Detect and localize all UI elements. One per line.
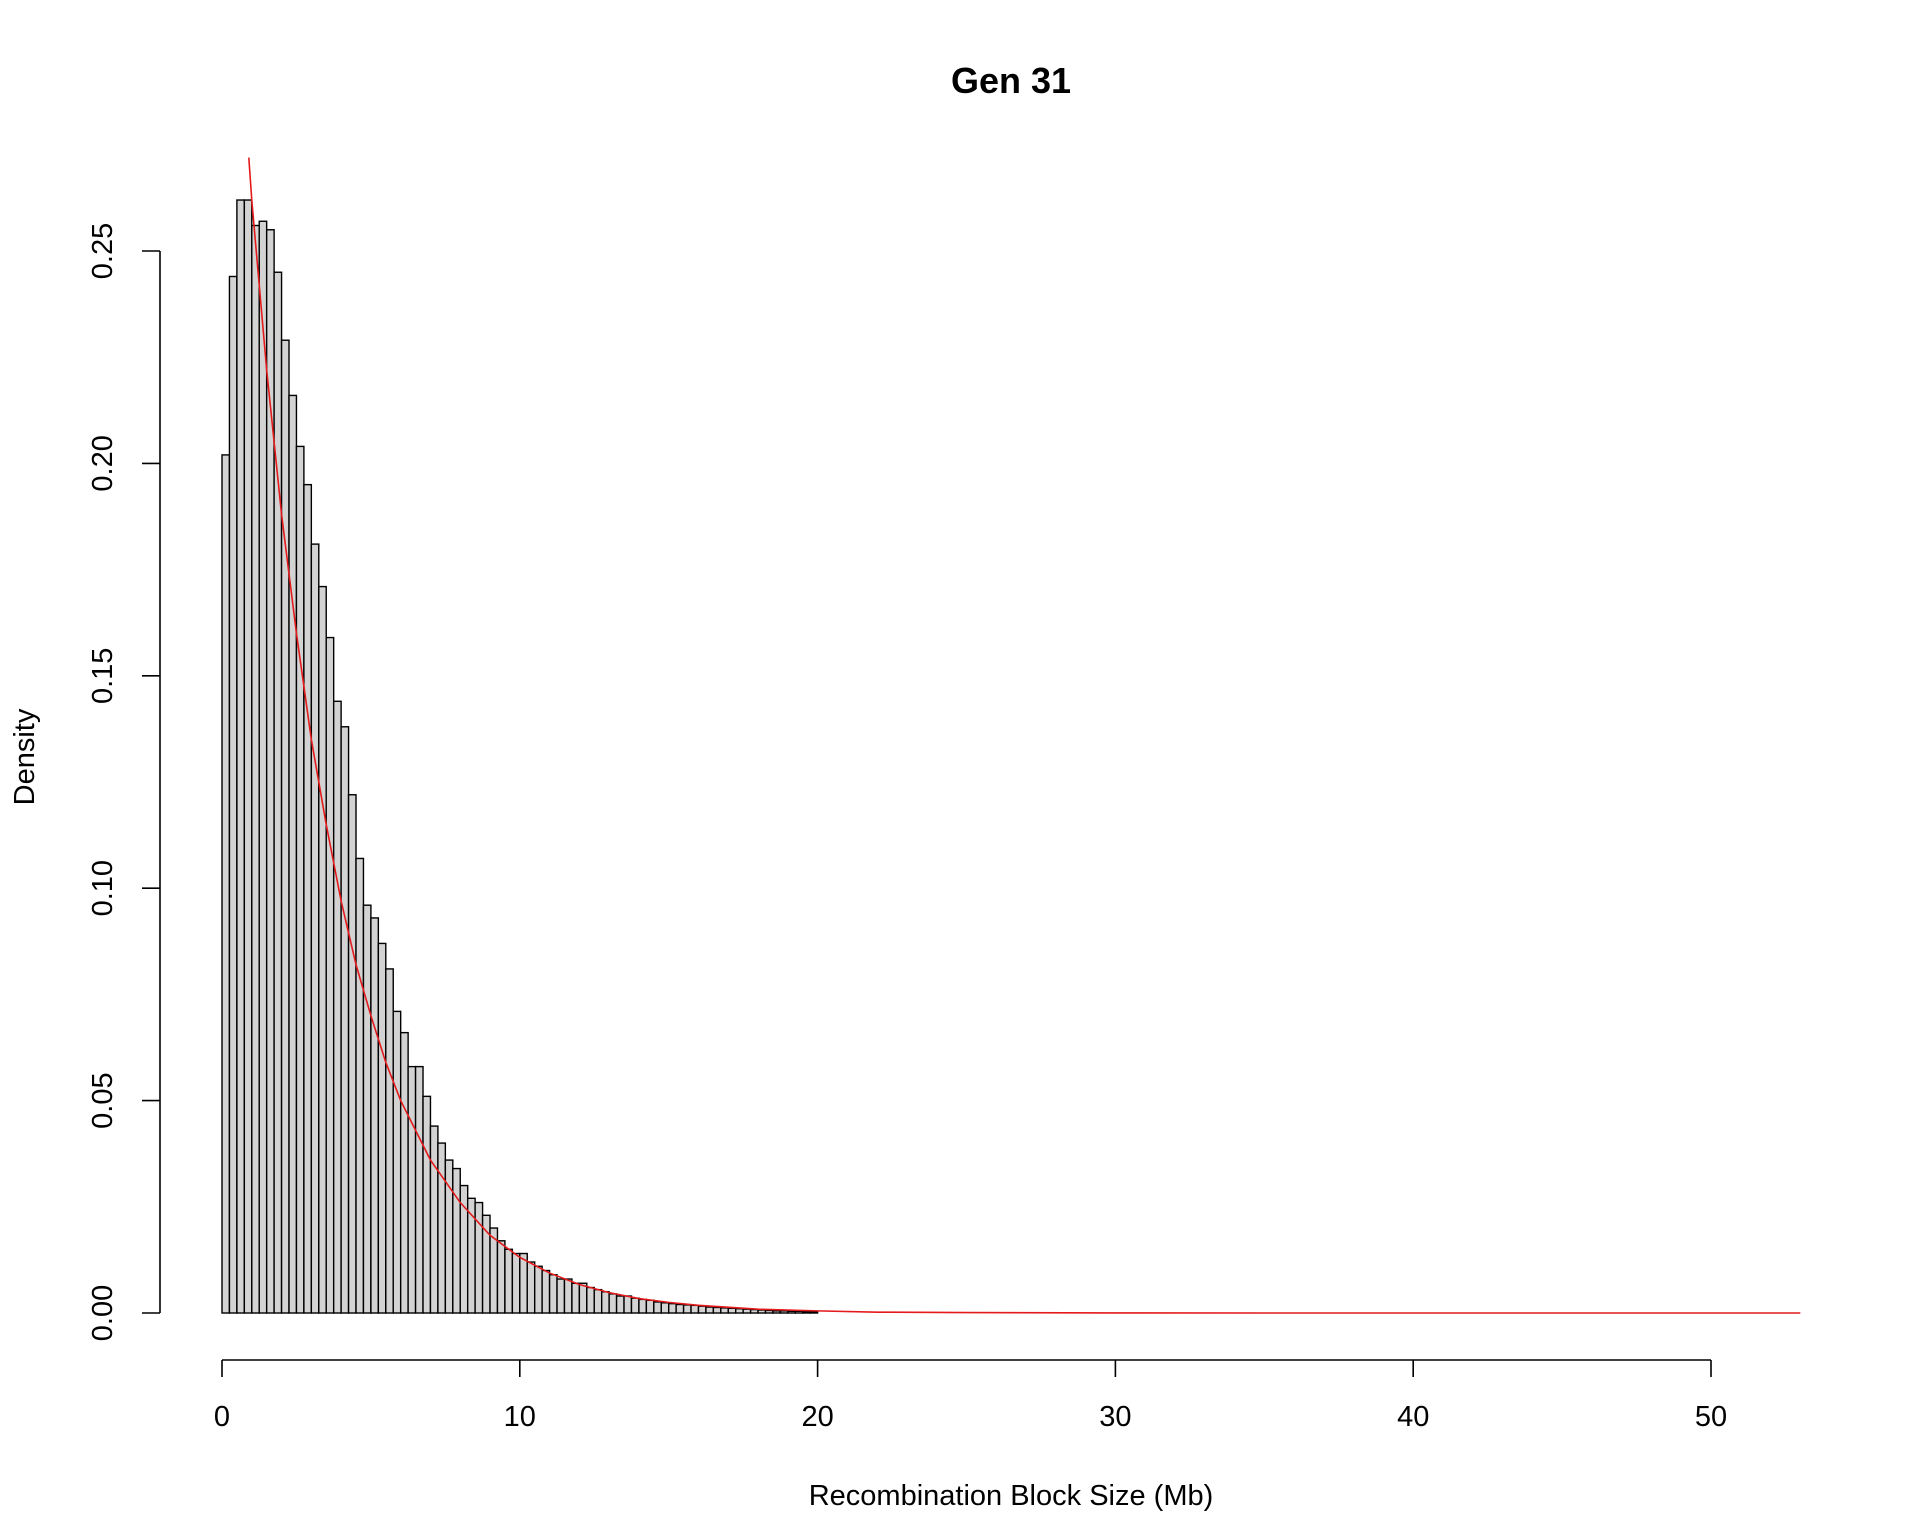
- histogram-bar: [228, 275, 238, 1314]
- histogram-bar: [615, 1295, 625, 1314]
- histogram-bar: [273, 271, 283, 1314]
- histogram-bar: [653, 1301, 662, 1314]
- histogram-bar: [452, 1167, 461, 1314]
- histogram-bar: [399, 1031, 409, 1314]
- x-tick-label: 0: [214, 1401, 230, 1433]
- histogram-bar: [280, 339, 290, 1314]
- histogram-bar: [690, 1304, 700, 1314]
- histogram-bar: [429, 1125, 439, 1314]
- histogram-bar: [735, 1308, 744, 1314]
- histogram-bar: [608, 1293, 618, 1314]
- histogram-bar: [541, 1269, 551, 1314]
- histogram-bar: [392, 1010, 402, 1314]
- histogram-bar: [712, 1306, 722, 1314]
- histogram-bar: [697, 1305, 707, 1314]
- fitted-curve: [248, 157, 1801, 1314]
- histogram-bar: [779, 1310, 789, 1314]
- histogram-bar: [258, 220, 268, 1314]
- x-axis-title: Recombination Block Size (Mb): [809, 1480, 1214, 1512]
- x-tick-label: 30: [1099, 1401, 1131, 1433]
- histogram-bar: [377, 942, 387, 1314]
- histogram-bar: [310, 543, 320, 1314]
- histogram-bar: [251, 224, 260, 1314]
- histogram-bar: [407, 1065, 417, 1314]
- histogram-bar: [772, 1310, 782, 1314]
- histogram-bar: [340, 726, 350, 1314]
- histogram-bar: [347, 794, 357, 1314]
- histogram-bars: [221, 199, 819, 1314]
- histogram-bar: [355, 857, 365, 1314]
- y-tick-label: 0.25: [87, 223, 119, 279]
- histogram-bar: [414, 1065, 424, 1314]
- y-axis-title: Density: [9, 708, 41, 805]
- x-tick-label: 50: [1695, 1401, 1727, 1433]
- histogram-bar: [675, 1303, 685, 1314]
- histogram-bar: [318, 585, 327, 1314]
- y-tick-label: 0.05: [87, 1072, 119, 1128]
- histogram-bar: [437, 1142, 447, 1314]
- histogram-bar: [727, 1307, 737, 1314]
- histogram-bar: [682, 1304, 692, 1314]
- histogram-bar: [794, 1310, 804, 1314]
- histogram-bar: [705, 1306, 715, 1314]
- y-axis: 0.00 0.05 0.10 0.15 0.20 0.25: [87, 223, 161, 1341]
- y-tick-label: 0.10: [87, 860, 119, 916]
- histogram-bar: [526, 1261, 536, 1314]
- x-tick-label: 20: [801, 1401, 833, 1433]
- histogram-bar: [600, 1291, 610, 1314]
- histogram-bar: [422, 1095, 432, 1314]
- histogram-bar: [265, 229, 275, 1314]
- histogram-bar: [511, 1252, 521, 1314]
- histogram-bar: [504, 1248, 514, 1314]
- histogram-bar: [236, 199, 246, 1314]
- histogram-bar: [332, 700, 342, 1314]
- histogram-bar: [519, 1252, 528, 1314]
- histogram-bar: [481, 1214, 491, 1314]
- histogram-bar: [623, 1295, 633, 1314]
- histogram-bar: [370, 917, 380, 1314]
- histogram-bar: [630, 1297, 640, 1314]
- histogram-bar: [749, 1308, 759, 1314]
- histogram-bar: [362, 904, 372, 1314]
- histogram-bar: [764, 1309, 774, 1314]
- histogram-bar: [563, 1278, 573, 1314]
- histogram-bar: [496, 1240, 506, 1314]
- histogram-bar: [303, 483, 313, 1314]
- histogram-bar: [533, 1265, 543, 1314]
- histogram-bar: [571, 1282, 581, 1314]
- histogram-bar: [243, 199, 253, 1314]
- histogram-bar: [221, 454, 231, 1314]
- histogram-bar: [586, 1286, 595, 1314]
- histogram-bar: [385, 968, 394, 1314]
- histogram-bar: [720, 1307, 729, 1314]
- histogram-bar: [325, 636, 335, 1314]
- histogram-bar: [809, 1311, 819, 1314]
- histogram-bar: [660, 1302, 670, 1314]
- histogram-bar: [295, 445, 305, 1314]
- histogram-bar: [802, 1311, 811, 1314]
- y-tick-label: 0.00: [87, 1285, 119, 1341]
- histogram-bar: [288, 394, 298, 1314]
- histogram-bar: [593, 1288, 603, 1314]
- chart-title: Gen 31: [951, 60, 1071, 101]
- y-tick-label: 0.20: [87, 435, 119, 491]
- histogram-bar: [787, 1310, 796, 1314]
- histogram-bar: [556, 1278, 566, 1314]
- y-tick-label: 0.15: [87, 648, 119, 704]
- histogram-bar: [578, 1282, 588, 1314]
- x-axis: 0 10 20 30 40 50: [214, 1359, 1727, 1433]
- x-tick-label: 10: [504, 1401, 536, 1433]
- histogram-bar: [668, 1302, 677, 1314]
- histogram-bar: [757, 1309, 767, 1314]
- histogram-bar: [742, 1308, 752, 1314]
- histogram-bar: [548, 1274, 558, 1314]
- x-tick-label: 40: [1397, 1401, 1429, 1433]
- histogram-bar: [638, 1298, 648, 1314]
- histogram-bar: [645, 1299, 655, 1314]
